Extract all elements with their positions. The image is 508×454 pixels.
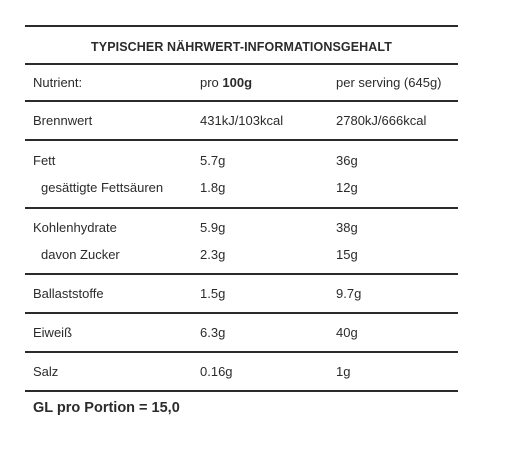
nutrient-section: Eiweiß 6.3g 40g — [25, 314, 458, 353]
value-per-100g: 2.3g — [200, 247, 226, 262]
nutrient-name: Brennwert — [33, 113, 93, 128]
nutrient-name: Kohlenhydrate — [33, 220, 117, 235]
header-per-100g: pro 100g — [200, 75, 253, 90]
header-nutrient: Nutrient: — [33, 75, 83, 90]
nutrient-name: Eiweiß — [33, 325, 73, 340]
table-row: Eiweiß 6.3g 40g — [25, 319, 458, 346]
header-per-serving: per serving (645g) — [336, 75, 442, 90]
nutrient-name: gesättigte Fettsäuren — [41, 180, 164, 195]
value-per-serving: 12g — [336, 180, 358, 195]
table-title: TYPISCHER NÄHRWERT-INFORMATIONSGEHALT — [25, 25, 458, 65]
nutrient-sections: Brennwert 431kJ/103kcal 2780kJ/666kcal Fett… — [25, 102, 458, 392]
value-per-serving: 1g — [336, 364, 351, 379]
gl-per-portion: GL pro Portion = 15,0 — [33, 400, 180, 416]
value-per-serving: 38g — [336, 220, 358, 235]
value-per-100g: 5.7g — [200, 153, 226, 168]
nutrient-name: Salz — [33, 364, 59, 379]
nutrient-section: Kohlenhydrate 5.9g 38g davon Zucker 2.3g 15g — [25, 209, 458, 275]
header-section: Nutrient: pro 100g per serving (645g) — [25, 65, 458, 102]
value-per-100g: 0.16g — [200, 364, 233, 379]
table-row: gesättigte Fettsäuren 1.8g 12g — [25, 174, 458, 201]
header-row: Nutrient: pro 100g per serving (645g) — [25, 69, 458, 96]
nutrient-section: Salz 0.16g 1g — [25, 353, 458, 392]
value-per-serving: 15g — [336, 247, 358, 262]
value-per-serving: 2780kJ/666kcal — [336, 113, 427, 128]
value-per-100g: 5.9g — [200, 220, 226, 235]
nutrition-table: TYPISCHER NÄHRWERT-INFORMATIONSGEHALT Nu… — [25, 25, 458, 416]
table-row: davon Zucker 2.3g 15g — [25, 241, 458, 268]
value-per-100g: 6.3g — [200, 325, 226, 340]
header-per-100g-bold: 100g — [222, 75, 253, 90]
nutrient-section: Ballaststoffe 1.5g 9.7g — [25, 275, 458, 314]
table-row: Brennwert 431kJ/103kcal 2780kJ/666kcal — [25, 107, 458, 134]
nutrient-name: Ballaststoffe — [33, 286, 104, 301]
value-per-serving: 40g — [336, 325, 358, 340]
table-row: Fett 5.7g 36g — [25, 147, 458, 174]
table-row: Ballaststoffe 1.5g 9.7g — [25, 280, 458, 307]
value-per-100g: 431kJ/103kcal — [200, 113, 284, 128]
value-per-100g: 1.5g — [200, 286, 226, 301]
table-row: Salz 0.16g 1g — [25, 358, 458, 385]
nutrient-section: Fett 5.7g 36g gesättigte Fettsäuren 1.8g 12g — [25, 141, 458, 209]
value-per-serving: 36g — [336, 153, 358, 168]
table-row: Kohlenhydrate 5.9g 38g — [25, 214, 458, 241]
nutrient-section: Brennwert 431kJ/103kcal 2780kJ/666kcal — [25, 102, 458, 141]
value-per-100g: 1.8g — [200, 180, 226, 195]
nutrient-name: davon Zucker — [41, 247, 120, 262]
nutrient-name: Fett — [33, 153, 56, 168]
value-per-serving: 9.7g — [336, 286, 362, 301]
